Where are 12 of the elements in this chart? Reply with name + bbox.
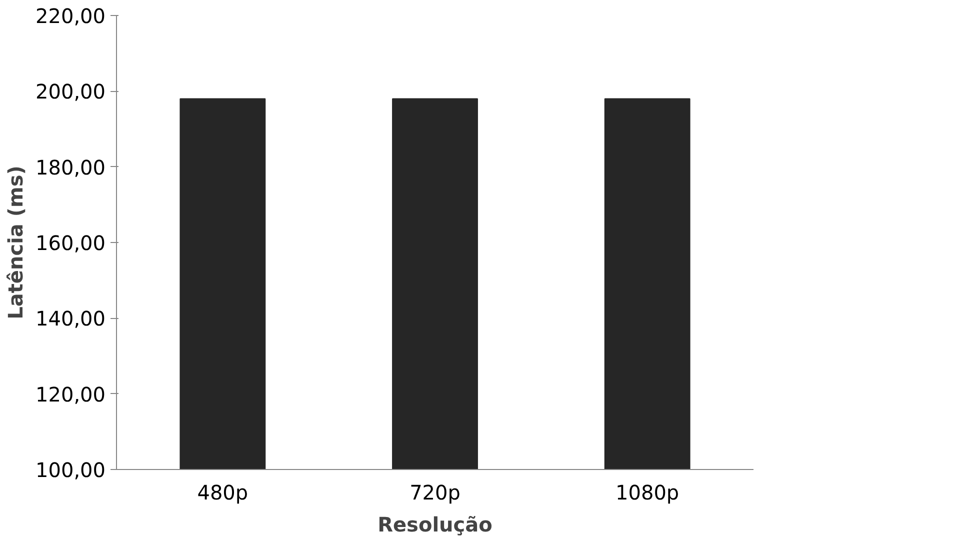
x-tick-label: 1080p <box>616 480 680 504</box>
y-tick-label: 100,00 <box>36 458 106 482</box>
x-tick-label: 480p <box>197 480 248 504</box>
y-tick-label: 120,00 <box>36 382 106 406</box>
y-tick-label: 140,00 <box>36 306 106 331</box>
y-tick-label: 180,00 <box>36 155 106 180</box>
y-tick-label: 220,00 <box>36 4 106 28</box>
y-tick-label: 160,00 <box>36 231 106 255</box>
y-tick-label: 200,00 <box>36 80 106 104</box>
x-tick-label: 720p <box>410 480 460 504</box>
y-axis-title: Latência (ms) <box>4 166 28 320</box>
x-axis-title: Resolução <box>378 512 492 536</box>
